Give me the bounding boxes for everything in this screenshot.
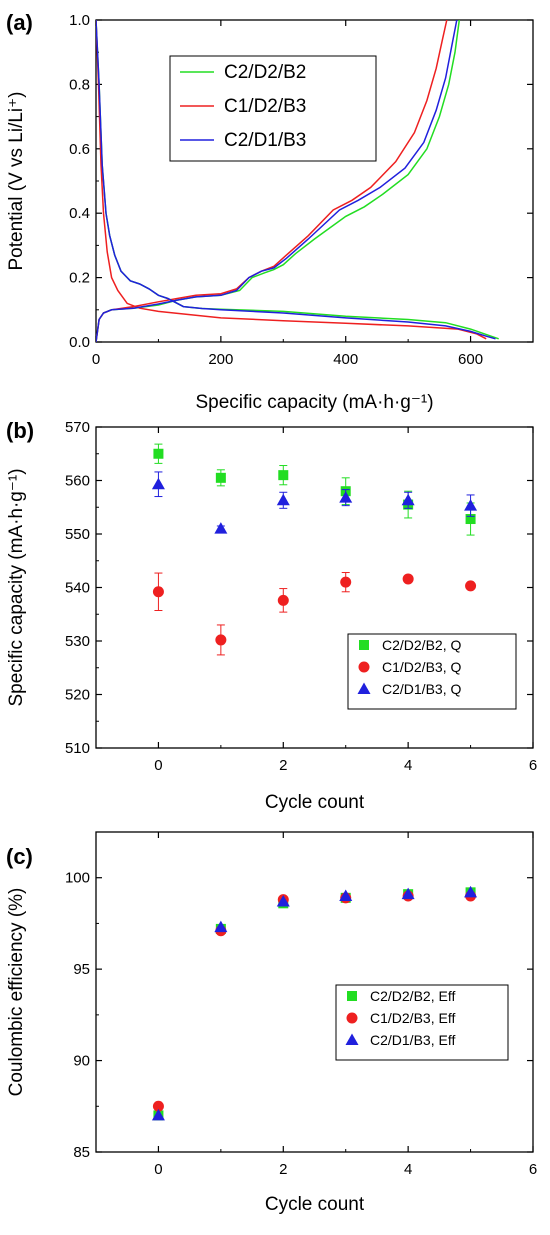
y-tick-label: 520 bbox=[65, 687, 90, 704]
data-point-circle bbox=[152, 1100, 164, 1112]
legend-label: C2/D2/B2, Q bbox=[382, 637, 461, 653]
data-point-square bbox=[215, 472, 226, 483]
data-point-circle bbox=[277, 594, 289, 606]
legend-marker-triangle bbox=[357, 682, 371, 694]
data-point-triangle bbox=[401, 887, 415, 900]
chart-panel-a: (a) 0 200 400 600 0.0 0.2 0.4 0.6 0.8 1.0 Specific … bbox=[6, 10, 534, 413]
data-point-triangle bbox=[339, 491, 353, 503]
data-point-square bbox=[278, 470, 289, 481]
y-axis-title: Specific capacity (mA·h·g⁻¹) bbox=[6, 468, 27, 706]
legend-box bbox=[169, 55, 377, 162]
series-line-c1-d2-b3-charge bbox=[96, 20, 448, 342]
legend-label: C2/D1/B3, Eff bbox=[370, 1032, 455, 1048]
x-tick-label: 2 bbox=[279, 1161, 287, 1178]
x-tick-label: 6 bbox=[529, 1161, 537, 1178]
legend-label: C2/D2/B2 bbox=[224, 62, 306, 83]
legend-marker-circle bbox=[346, 1012, 358, 1024]
data-point-triangle bbox=[339, 889, 353, 901]
y-tick-label: 0.6 bbox=[69, 141, 90, 158]
data-point-triangle bbox=[276, 493, 290, 506]
plot-area bbox=[151, 885, 478, 1121]
x-tick-label: 0 bbox=[154, 1161, 162, 1178]
data-point-square bbox=[153, 448, 164, 459]
x-tick-label: 4 bbox=[404, 757, 412, 774]
y-tick-label: 100 bbox=[65, 870, 90, 887]
legend: C2/D2/B2, Eff C1/D2/B3, Eff C2/D1/B3, Eff bbox=[335, 984, 509, 1061]
legend-label: C2/D2/B2, Eff bbox=[370, 988, 455, 1004]
plot-area bbox=[96, 20, 499, 342]
y-axis-title: Coulombic efficiency (%) bbox=[6, 888, 27, 1097]
y-tick-label: 85 bbox=[73, 1144, 90, 1161]
series-line-c1-d2-b3-discharge bbox=[96, 20, 487, 340]
x-axis-title: Cycle count bbox=[265, 792, 365, 813]
y-tick-label: 550 bbox=[65, 526, 90, 543]
legend-label: C1/D2/B3 bbox=[224, 96, 306, 117]
panel-label: (b) bbox=[6, 418, 34, 443]
x-tick-label: 0 bbox=[154, 757, 162, 774]
plot-frame bbox=[95, 831, 534, 1153]
legend-box bbox=[347, 633, 517, 710]
y-tick-label: 0.4 bbox=[69, 205, 90, 222]
series-line-c2-d1-b3-charge bbox=[96, 20, 458, 342]
y-tick-label: 95 bbox=[73, 961, 90, 978]
chart-panel-b: (b) 0 2 4 6 510 520 530 540 550 560 570 Cycle count S… bbox=[6, 418, 537, 813]
x-tick-label: 0 bbox=[92, 351, 100, 368]
data-point-triangle bbox=[401, 493, 415, 506]
x-tick-label: 4 bbox=[404, 1161, 412, 1178]
legend-marker-triangle bbox=[345, 1033, 359, 1045]
y-tick-label: 510 bbox=[65, 740, 90, 757]
x-axis-title: Cycle count bbox=[265, 1194, 365, 1215]
x-tick-label: 200 bbox=[208, 351, 233, 368]
y-tick-label: 90 bbox=[73, 1053, 90, 1070]
data-point-circle bbox=[340, 576, 352, 588]
y-tick-label: 560 bbox=[65, 473, 90, 490]
y-tick-label: 540 bbox=[65, 580, 90, 597]
y-tick-label: 0.0 bbox=[69, 334, 90, 351]
y-tick-label: 1.0 bbox=[69, 12, 90, 29]
data-point-triangle bbox=[464, 499, 478, 511]
x-tick-label: 6 bbox=[529, 757, 537, 774]
data-point-triangle bbox=[214, 522, 228, 534]
panel-label: (c) bbox=[6, 844, 33, 869]
y-tick-label: 0.2 bbox=[69, 270, 90, 287]
legend-label: C2/D1/B3, Q bbox=[382, 681, 461, 697]
data-point-circle bbox=[152, 586, 164, 598]
x-axis-title: Specific capacity (mA·h·g⁻¹) bbox=[195, 392, 433, 413]
data-point-circle bbox=[465, 580, 477, 592]
series-line-c2-d1-b3-discharge bbox=[96, 20, 496, 340]
data-point-triangle bbox=[276, 894, 290, 907]
x-tick-label: 400 bbox=[333, 351, 358, 368]
legend-label: C1/D2/B3, Eff bbox=[370, 1010, 455, 1026]
plot-area bbox=[151, 443, 478, 656]
data-point-triangle bbox=[151, 477, 165, 490]
x-tick-label: 600 bbox=[458, 351, 483, 368]
y-axis-title: Potential (V vs Li/Li⁺) bbox=[6, 92, 27, 271]
data-point-square bbox=[465, 514, 476, 525]
data-point-triangle bbox=[214, 920, 228, 933]
x-tick-label: 2 bbox=[279, 757, 287, 774]
panel-label: (a) bbox=[6, 10, 33, 35]
legend-label: C1/D2/B3, Q bbox=[382, 659, 461, 675]
legend: C2/D2/B2 C1/D2/B3 C2/D1/B3 bbox=[169, 55, 377, 162]
y-tick-label: 0.8 bbox=[69, 76, 90, 93]
chart-panel-c: (c) 0 2 4 6 85 90 95 100 Cycle count Coulombic eff… bbox=[6, 831, 537, 1215]
legend-marker-square bbox=[347, 991, 357, 1001]
y-tick-label: 530 bbox=[65, 633, 90, 650]
data-point-circle bbox=[215, 634, 227, 646]
legend-marker-circle bbox=[358, 661, 370, 673]
legend-label: C2/D1/B3 bbox=[224, 130, 306, 151]
data-point-circle bbox=[402, 573, 414, 585]
legend: C2/D2/B2, Q C1/D2/B3, Q C2/D1/B3, Q bbox=[347, 633, 517, 710]
data-point-triangle bbox=[464, 885, 478, 898]
legend-box bbox=[335, 984, 509, 1061]
data-point-triangle bbox=[151, 1108, 165, 1121]
legend-marker-square bbox=[359, 640, 369, 650]
y-tick-label: 570 bbox=[65, 419, 90, 436]
